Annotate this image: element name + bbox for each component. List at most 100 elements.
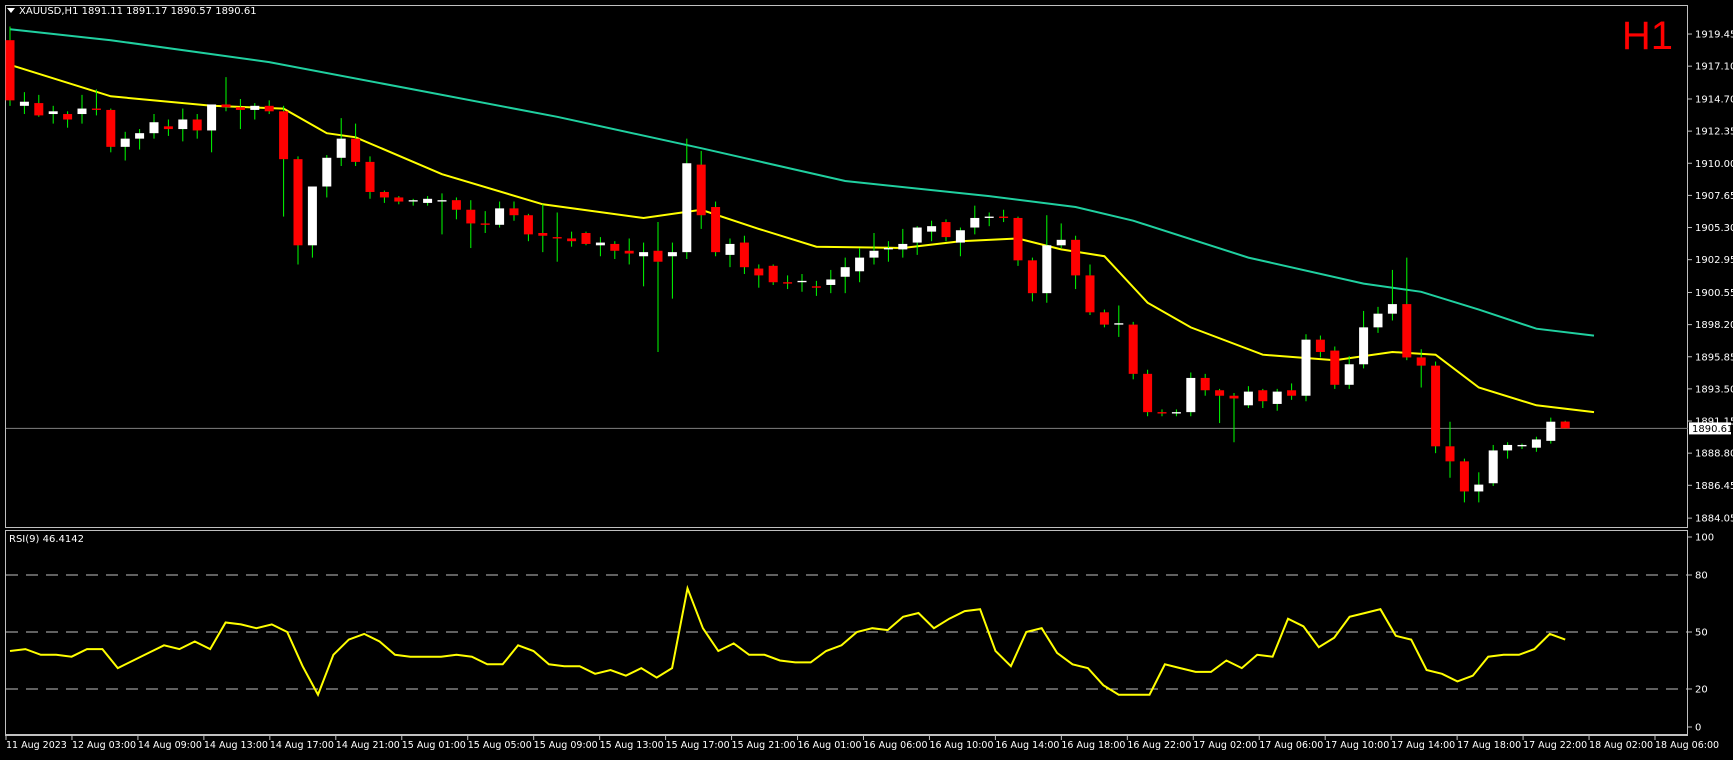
candle-body — [639, 252, 649, 257]
candle-body — [1488, 450, 1498, 484]
candle-body — [1402, 304, 1412, 358]
rsi-tick-label: 80 — [1695, 571, 1708, 582]
candle-body — [1085, 275, 1095, 313]
candle — [552, 212, 562, 262]
candle — [610, 241, 620, 259]
time-tick-label: 16 Aug 06:00 — [863, 740, 927, 751]
candle-body — [1301, 339, 1311, 396]
candle-body — [840, 267, 850, 277]
candle-body — [480, 223, 490, 225]
candle-body — [1272, 391, 1282, 404]
candle-body — [235, 107, 245, 110]
main-pane-border — [5, 5, 1688, 528]
ma-fast-line — [9, 63, 1595, 414]
candle-body — [1503, 444, 1513, 451]
candle — [855, 248, 865, 283]
candle-body — [1517, 444, 1527, 447]
time-tick-label: 14 Aug 09:00 — [138, 740, 202, 751]
price-tick-label: 1910.00 — [1695, 159, 1733, 170]
candle-body — [451, 200, 461, 210]
candle — [1229, 392, 1239, 443]
candle — [783, 275, 793, 290]
candle — [466, 200, 476, 249]
candle-body — [883, 248, 893, 250]
rsi-axis: 100 80 50 20 0 — [1688, 533, 1714, 734]
candle — [826, 269, 836, 294]
candle-body — [711, 207, 721, 253]
candle-body — [423, 198, 433, 203]
candle-body — [163, 126, 173, 130]
time-tick-label: 14 Aug 13:00 — [204, 740, 268, 751]
price-tick-label: 1912.35 — [1695, 127, 1733, 138]
price-tick-label: 1902.95 — [1695, 255, 1733, 266]
candle — [437, 193, 447, 235]
candle — [163, 119, 173, 136]
candle-body — [624, 250, 634, 254]
candle — [120, 131, 130, 161]
candle-body — [552, 237, 562, 239]
time-tick-label: 15 Aug 09:00 — [534, 740, 598, 751]
candle-body — [1459, 461, 1469, 492]
candle — [1315, 335, 1325, 358]
candle — [1114, 305, 1124, 337]
price-tick-label: 1891.15 — [1695, 417, 1733, 428]
candle — [624, 238, 634, 265]
candle — [754, 264, 764, 288]
time-tick-label: 18 Aug 02:00 — [1589, 740, 1653, 751]
candle-body — [1560, 421, 1570, 429]
rsi-tick-label: 100 — [1695, 533, 1714, 544]
candle-body — [1546, 421, 1556, 441]
candle-body — [207, 104, 217, 131]
time-tick-label: 15 Aug 21:00 — [732, 740, 796, 751]
time-tick-label: 17 Aug 02:00 — [1193, 740, 1257, 751]
dropdown-arrow-icon[interactable] — [7, 8, 15, 13]
candle-body — [1143, 373, 1153, 413]
candle — [696, 150, 706, 229]
candle — [1071, 235, 1081, 290]
candle-body — [941, 222, 951, 238]
time-tick-label: 15 Aug 01:00 — [402, 740, 466, 751]
candle-body — [509, 208, 519, 216]
price-plot[interactable] — [5, 26, 1689, 503]
rsi-tick-label: 20 — [1695, 685, 1708, 696]
price-tick-label: 1917.10 — [1695, 62, 1733, 73]
candle — [667, 242, 677, 299]
candle — [682, 138, 692, 259]
candle — [523, 213, 533, 242]
candle-body — [379, 191, 389, 198]
candle-body — [336, 138, 346, 158]
candle — [725, 238, 735, 268]
candle — [567, 231, 577, 247]
candle-body — [1243, 391, 1253, 406]
candle-body — [48, 111, 58, 115]
candle-body — [34, 103, 44, 116]
candle-body — [523, 215, 533, 235]
candle — [639, 242, 649, 287]
candle — [207, 104, 217, 153]
time-tick-label: 17 Aug 18:00 — [1457, 740, 1521, 751]
candle — [293, 156, 303, 265]
time-tick-label: 16 Aug 10:00 — [929, 740, 993, 751]
candle-body — [667, 252, 677, 257]
candle-body — [1416, 357, 1426, 366]
candle-body — [1128, 324, 1138, 374]
candle-body — [351, 138, 361, 162]
price-tick-label: 1895.85 — [1695, 352, 1733, 363]
price-tick-label: 1900.55 — [1695, 288, 1733, 299]
candle-body — [1330, 350, 1340, 385]
candle-body — [869, 250, 879, 258]
candle-body — [783, 282, 793, 284]
candle — [739, 235, 749, 275]
candle-body — [63, 114, 73, 120]
symbol-quote: XAUUSD,H1 1891.11 1891.17 1890.57 1890.6… — [19, 6, 257, 17]
rsi-plot[interactable] — [6, 574, 1688, 698]
candle — [480, 211, 490, 233]
candle-body — [538, 232, 548, 236]
candle — [221, 77, 231, 112]
candle-body — [970, 217, 980, 228]
candle-body — [192, 119, 202, 131]
candle — [1301, 334, 1311, 402]
candle-body — [466, 209, 476, 224]
